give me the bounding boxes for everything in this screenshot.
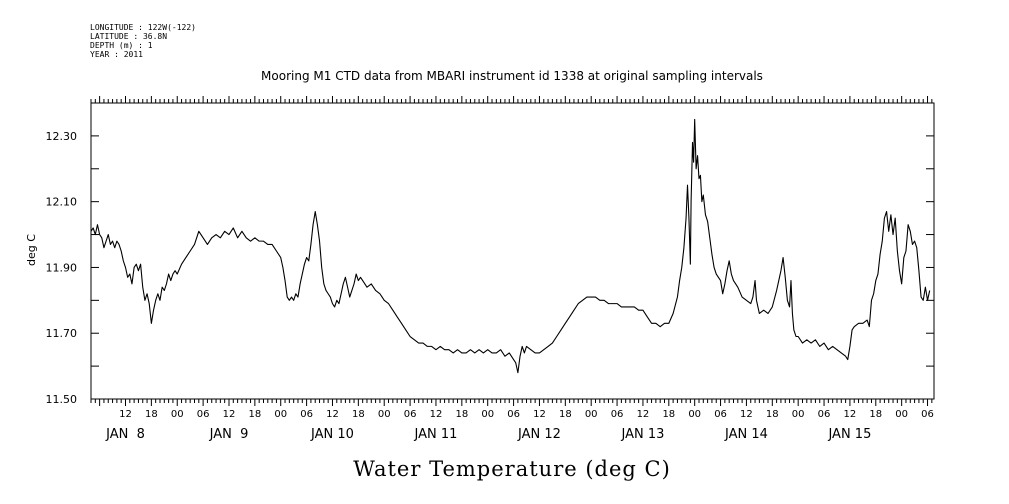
x-day-label: JAN 14 xyxy=(724,427,768,442)
x-tick-label: 00 xyxy=(274,409,287,420)
x-day-label: JAN 12 xyxy=(517,427,561,442)
x-tick-label: 12 xyxy=(430,409,443,420)
x-tick-label: 06 xyxy=(300,409,313,420)
x-tick-label: 18 xyxy=(559,409,572,420)
x-day-label: JAN 9 xyxy=(209,427,249,442)
x-day-label: JAN 8 xyxy=(105,427,145,442)
x-tick-label: 18 xyxy=(869,409,882,420)
x-tick-label: 00 xyxy=(481,409,494,420)
depth-label: DEPTH (m) : 1 xyxy=(90,41,153,50)
x-tick-label: 06 xyxy=(714,409,727,420)
x-tick-label: 06 xyxy=(197,409,210,420)
x-tick-label: 18 xyxy=(662,409,675,420)
latitude-label: LATITUDE : 36.8N xyxy=(90,32,167,41)
x-tick-label: 00 xyxy=(378,409,391,420)
plot-frame xyxy=(90,102,935,400)
x-tick-label: 18 xyxy=(766,409,779,420)
y-tick-label: 11.50 xyxy=(46,393,78,406)
x-tick-label: 00 xyxy=(895,409,908,420)
x-tick-label: 12 xyxy=(326,409,339,420)
x-day-label: JAN 11 xyxy=(414,427,458,442)
x-tick-label: 00 xyxy=(792,409,805,420)
x-axis-label: Water Temperature (deg C) xyxy=(353,457,671,481)
x-tick-label: 00 xyxy=(688,409,701,420)
x-tick-label: 18 xyxy=(352,409,365,420)
y-tick-label: 12.10 xyxy=(46,196,78,209)
x-tick-label: 12 xyxy=(740,409,753,420)
x-tick-label: 12 xyxy=(844,409,857,420)
y-tick-label: 12.30 xyxy=(46,130,78,143)
chart-title: Mooring M1 CTD data from MBARI instrumen… xyxy=(261,69,763,83)
x-day-label: JAN 15 xyxy=(827,427,871,442)
series-group xyxy=(90,118,931,374)
x-tick-label: 00 xyxy=(585,409,598,420)
temperature-series-line xyxy=(90,118,931,374)
y-tick-label: 11.70 xyxy=(46,327,78,340)
x-tick-label: 12 xyxy=(119,409,132,420)
x-day-label: JAN 13 xyxy=(620,427,664,442)
x-tick-label: 12 xyxy=(533,409,546,420)
x-tick-label: 18 xyxy=(145,409,158,420)
x-tick-label: 06 xyxy=(611,409,624,420)
x-tick-label: 06 xyxy=(507,409,520,420)
x-tick-label: 12 xyxy=(223,409,236,420)
y-tick-label: 11.90 xyxy=(46,261,78,274)
x-tick-label: 06 xyxy=(818,409,831,420)
x-tick-label: 06 xyxy=(404,409,417,420)
longitude-label: LONGITUDE : 122W(-122) xyxy=(90,23,196,32)
x-tick-label: 18 xyxy=(248,409,261,420)
x-tick-label: 00 xyxy=(171,409,184,420)
x-tick-label: 12 xyxy=(637,409,650,420)
x-day-label: JAN 10 xyxy=(310,427,354,442)
x-tick-label: 18 xyxy=(455,409,468,420)
year-label: YEAR : 2011 xyxy=(90,50,143,59)
y-axis-label: deg C xyxy=(25,234,38,266)
x-tick-label: 06 xyxy=(921,409,934,420)
axes: 12 18 00 06 12 18 00 06 12 18 00 06 12 18 00 06 12 18 00 06… xyxy=(46,96,934,442)
